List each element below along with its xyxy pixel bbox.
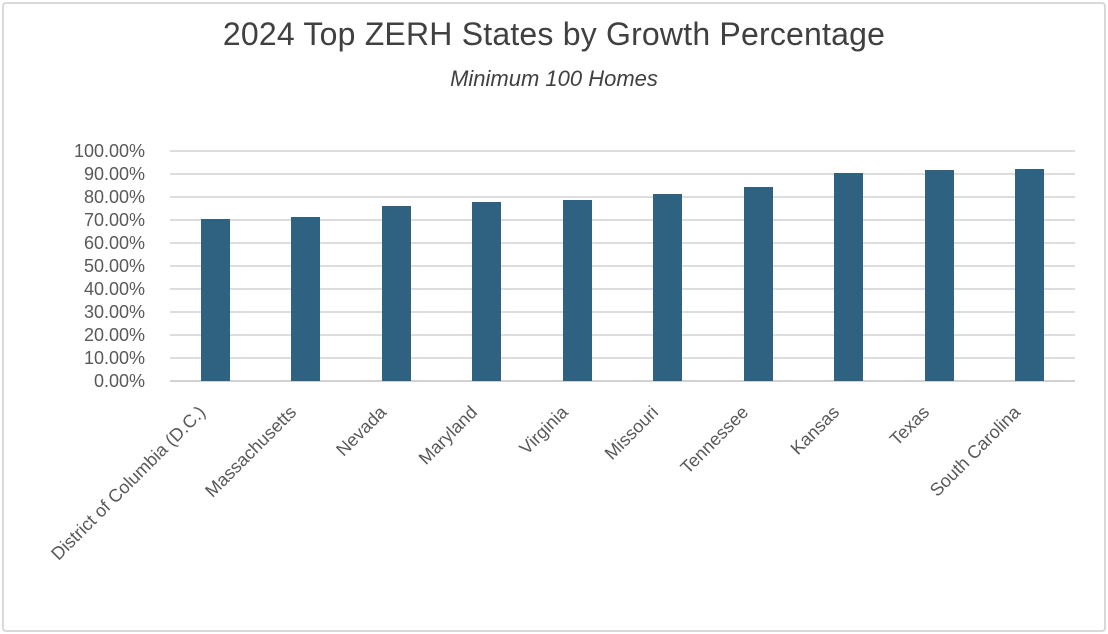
x-tick-label: Kansas bbox=[786, 402, 843, 459]
gridline bbox=[170, 173, 1075, 175]
y-tick-label: 90.00% bbox=[83, 164, 145, 184]
y-tick-label: 80.00% bbox=[83, 187, 145, 207]
bar bbox=[1015, 168, 1045, 381]
gridline bbox=[170, 196, 1075, 198]
bar bbox=[743, 186, 773, 381]
gridline bbox=[170, 242, 1075, 244]
y-tick-label: 50.00% bbox=[83, 256, 145, 276]
bar bbox=[562, 200, 592, 381]
chart-title: 2024 Top ZERH States by Growth Percentag… bbox=[222, 16, 886, 52]
gridline bbox=[170, 334, 1075, 336]
x-tick-label: Maryland bbox=[414, 402, 481, 469]
gridline bbox=[170, 150, 1075, 152]
x-tick-label: Missouri bbox=[600, 402, 662, 464]
x-axis-line bbox=[170, 380, 1075, 382]
y-tick-label: 70.00% bbox=[83, 210, 145, 230]
x-tick-label: Nevada bbox=[332, 402, 391, 461]
x-tick-label: District of Columbia (D.C.) bbox=[47, 402, 210, 564]
y-tick-label: 30.00% bbox=[83, 302, 145, 322]
y-tick-label: 60.00% bbox=[83, 233, 145, 253]
y-tick-label: 20.00% bbox=[83, 325, 145, 345]
x-tick-label: Virginia bbox=[515, 402, 572, 459]
x-tick-label: Texas bbox=[885, 402, 934, 450]
y-axis-tick-labels: 0.00% 10.00% 20.00% 30.00% 40.00% 50.00% 60.00… bbox=[0, 0, 145, 634]
bar bbox=[472, 202, 502, 381]
bar bbox=[653, 194, 683, 381]
gridline bbox=[170, 265, 1075, 267]
bar bbox=[924, 170, 954, 381]
y-tick-label: 10.00% bbox=[83, 348, 145, 368]
bar bbox=[834, 173, 864, 381]
gridline bbox=[170, 311, 1075, 313]
x-tick-label: Tennessee bbox=[676, 402, 753, 478]
gridline bbox=[170, 288, 1075, 290]
y-tick-label: 100.00% bbox=[73, 141, 145, 161]
chart-subtitle: Minimum 100 Homes bbox=[450, 66, 658, 91]
bar bbox=[200, 219, 230, 381]
x-tick-label: Massachusetts bbox=[200, 402, 300, 502]
plot-area bbox=[170, 150, 1075, 382]
bar bbox=[381, 205, 411, 381]
y-tick-label: 0.00% bbox=[93, 371, 145, 391]
y-tick-label: 40.00% bbox=[83, 279, 145, 299]
x-tick-label: South Carolina bbox=[925, 402, 1024, 501]
gridline bbox=[170, 219, 1075, 221]
bar bbox=[291, 216, 321, 381]
gridline bbox=[170, 357, 1075, 359]
